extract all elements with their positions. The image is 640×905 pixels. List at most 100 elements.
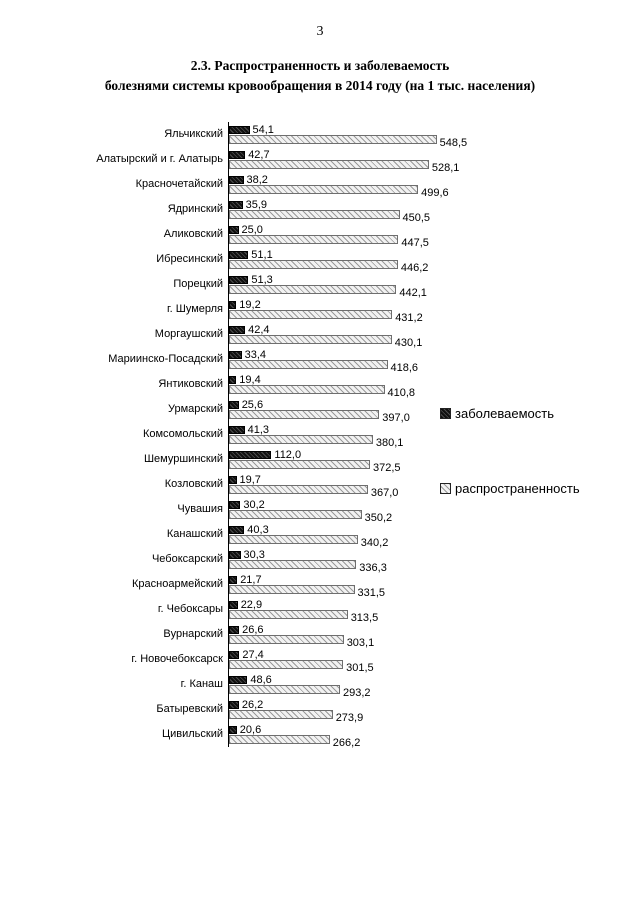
- prevalence-bar: [229, 434, 373, 444]
- chart-row: Козловский 19,7 367,0: [0, 472, 640, 499]
- incidence-bar: [229, 426, 245, 434]
- category-label: Шемуршинский: [143, 453, 223, 465]
- bars-group: 38,2 499,6: [228, 172, 640, 199]
- incidence-value-label: 19,7: [239, 474, 261, 486]
- chart-row: Аликовский 25,0 447,5: [0, 222, 640, 249]
- incidence-value-label: 112,0: [274, 449, 302, 461]
- prevalence-bar: [229, 559, 357, 569]
- incidence-value-label: 30,2: [243, 499, 265, 511]
- bars-group: 26,6 303,1: [228, 622, 640, 649]
- incidence-bar-line: 20,6: [229, 724, 640, 736]
- category-label: Алатырский и г. Алатырь: [96, 153, 223, 165]
- incidence-bar: [229, 201, 243, 209]
- prevalence-bar: [229, 359, 388, 369]
- incidence-value-label: 19,2: [239, 299, 261, 311]
- prevalence-bar: [229, 534, 358, 544]
- prevalence-bar-line: 372,5: [229, 459, 640, 474]
- chart-row: Цивильский 20,6 266,2: [0, 722, 640, 749]
- chart-row: Комсомольский 41,3 380,1: [0, 422, 640, 449]
- incidence-bar: [229, 301, 237, 309]
- category-label: Мариинско-Посадский: [108, 353, 223, 365]
- incidence-bar: [229, 676, 248, 684]
- prevalence-value-label: 301,5: [346, 662, 374, 674]
- incidence-bar: [229, 551, 241, 559]
- chart-row: Красноармейский 21,7 331,5: [0, 572, 640, 599]
- prevalence-value-label: 303,1: [346, 637, 375, 649]
- incidence-value-label: 26,2: [241, 699, 264, 711]
- prevalence-bar-line: 410,8: [229, 384, 640, 399]
- incidence-bar: [229, 726, 237, 734]
- chart-title-line1: 2.3. Распространенность и заболеваемость: [190, 58, 450, 73]
- bar-chart: Яльчикский 54,1 548,5 Алатырский и г. Алаты…: [0, 122, 640, 749]
- incidence-value-label: 25,6: [241, 399, 264, 411]
- prevalence-value-label: 367,0: [370, 487, 399, 499]
- incidence-bar: [229, 351, 242, 359]
- category-label: Цивильский: [161, 728, 223, 740]
- prevalence-bar: [229, 284, 397, 294]
- bars-group: 48,6 293,2: [228, 672, 640, 699]
- incidence-bar: [229, 326, 246, 334]
- prevalence-bar-line: 442,1: [229, 284, 640, 299]
- incidence-bar-line: 51,1: [229, 249, 640, 261]
- category-label: Батыревский: [156, 703, 223, 715]
- incidence-bar: [229, 176, 244, 184]
- category-label: г. Чебоксары: [157, 603, 223, 615]
- bars-group: 30,2 350,2: [228, 497, 640, 524]
- prevalence-bar-line: 336,3: [229, 559, 640, 574]
- category-label: Порецкий: [173, 278, 223, 290]
- incidence-bar: [229, 251, 249, 259]
- incidence-bar-line: 30,3: [229, 549, 640, 561]
- prevalence-bar-line: 548,5: [229, 134, 640, 149]
- category-label: Яльчикский: [164, 128, 223, 140]
- chart-row: Ибресинский 51,1 446,2: [0, 247, 640, 274]
- chart-row: Шемуршинский 112,0 372,5: [0, 447, 640, 474]
- category-label: Красноармейский: [132, 578, 223, 590]
- bars-group: 42,4 430,1: [228, 322, 640, 349]
- prevalence-value-label: 266,2: [332, 737, 361, 749]
- bars-group: 19,4 410,8: [228, 372, 640, 399]
- category-label: Янтиковский: [158, 378, 223, 390]
- incidence-bar: [229, 376, 237, 384]
- chart-row: г. Шумерля 19,2 431,2: [0, 297, 640, 324]
- category-label: Вурнарский: [163, 628, 223, 640]
- bars-group: 19,2 431,2: [228, 297, 640, 324]
- incidence-bar: [229, 701, 239, 709]
- prevalence-value-label: 372,5: [373, 462, 401, 474]
- chart-row: г. Чебоксары 22,9 313,5: [0, 597, 640, 624]
- incidence-bar: [229, 151, 246, 159]
- prevalence-value-label: 340,2: [360, 537, 389, 549]
- incidence-bar-line: 42,4: [229, 324, 640, 336]
- prevalence-bar-line: 303,1: [229, 634, 640, 649]
- chart-title: 2.3. Распространенность и заболеваемость…: [0, 56, 640, 96]
- prevalence-bar: [229, 734, 330, 744]
- prevalence-bar: [229, 134, 437, 144]
- chart-row: г. Новочебоксарск 27,4 301,5: [0, 647, 640, 674]
- incidence-value-label: 22,9: [240, 599, 263, 611]
- bars-group: 112,0 372,5: [228, 447, 640, 474]
- prevalence-value-label: 528,1: [431, 162, 460, 174]
- prevalence-bar-line: 293,2: [229, 684, 640, 699]
- prevalence-bar-line: 340,2: [229, 534, 640, 549]
- prevalence-bar-line: 380,1: [229, 434, 640, 449]
- prevalence-bar-line: 397,0: [229, 409, 640, 424]
- incidence-value-label: 38,2: [246, 174, 268, 186]
- incidence-value-label: 33,4: [244, 349, 267, 361]
- prevalence-value-label: 450,5: [402, 212, 431, 224]
- incidence-bar-line: 48,6: [229, 674, 640, 686]
- bars-group: 19,7 367,0: [228, 472, 640, 499]
- prevalence-bar: [229, 234, 399, 244]
- incidence-bar-line: 38,2: [229, 174, 640, 186]
- prevalence-value-label: 313,5: [350, 612, 379, 624]
- incidence-bar-line: 30,2: [229, 499, 640, 511]
- category-label: г. Шумерля: [166, 303, 223, 315]
- incidence-swatch-icon: [440, 408, 451, 419]
- prevalence-bar-line: 528,1: [229, 159, 640, 174]
- incidence-bar-line: 26,2: [229, 699, 640, 711]
- chart-row: Яльчикский 54,1 548,5: [0, 122, 640, 149]
- bars-group: 30,3 336,3: [228, 547, 640, 574]
- prevalence-value-label: 430,1: [394, 337, 423, 349]
- incidence-bar-line: 42,7: [229, 149, 640, 161]
- prevalence-bar: [229, 184, 419, 194]
- chart-row: г. Канаш 48,6 293,2: [0, 672, 640, 699]
